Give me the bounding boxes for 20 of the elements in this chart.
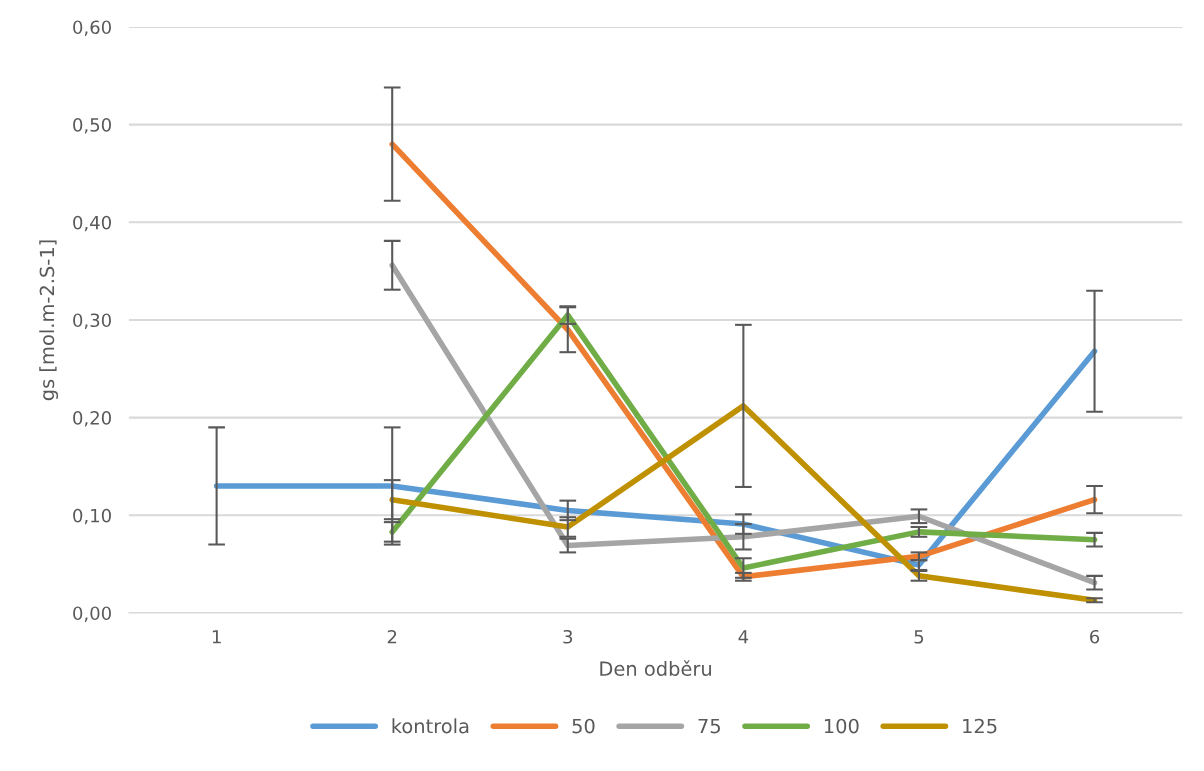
y-tick-label: 0,00 [73, 606, 111, 622]
x-axis-title: Den odběru [600, 660, 711, 677]
y-tick-label: 0,40 [73, 215, 111, 232]
x-tick-label: 6 [1090, 629, 1100, 644]
y-tick-label: 0,30 [73, 313, 111, 329]
x-tick-label: 1 [212, 630, 221, 644]
legend-label: 125 [963, 718, 997, 734]
legend-label: 100 [824, 718, 859, 734]
y-tick-label: 0,50 [73, 118, 111, 134]
y-axis-title: gs [mol.m-2.S-1] [39, 240, 59, 401]
legend-label: 75 [698, 718, 720, 734]
x-tick-label: 3 [563, 629, 573, 644]
x-tick-label: 5 [914, 630, 924, 644]
y-tick-label: 0,10 [73, 508, 111, 525]
legend-label: 50 [572, 718, 595, 734]
y-tick-label: 0,20 [73, 411, 111, 427]
legend-label: kontrola [392, 718, 469, 734]
x-tick-label: 2 [387, 629, 397, 644]
x-tick-label: 4 [738, 630, 749, 644]
y-tick-label: 0,60 [73, 20, 111, 36]
